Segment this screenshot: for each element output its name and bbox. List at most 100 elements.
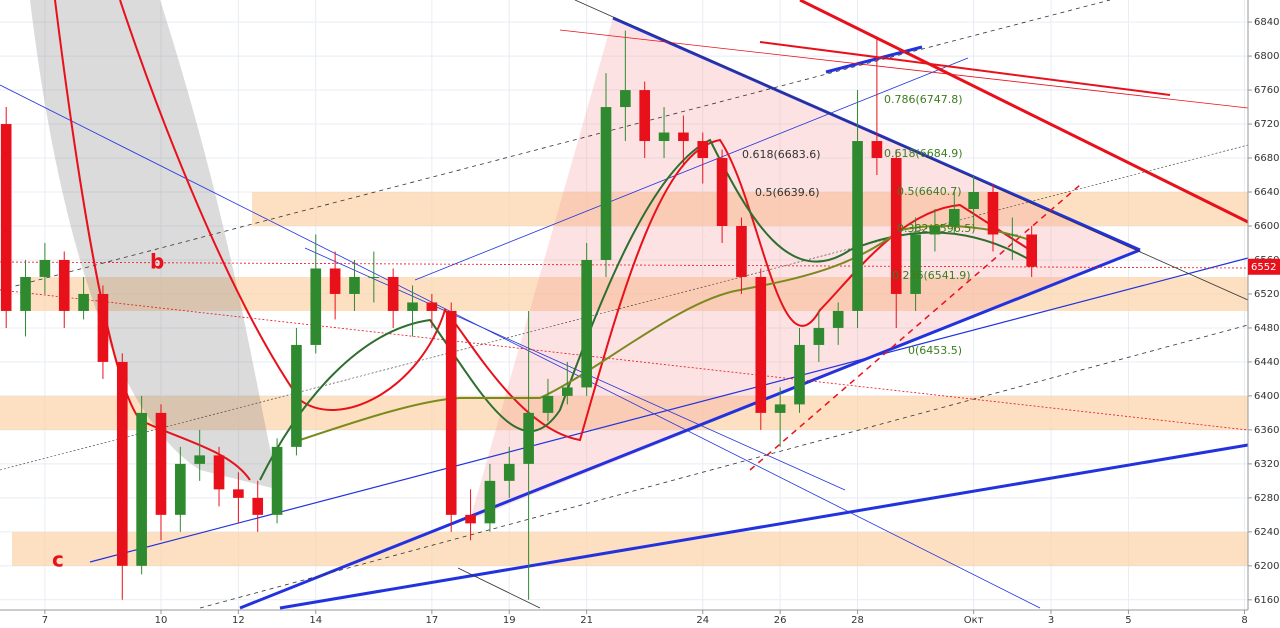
fib-label: 0.5(6640.7) <box>897 185 962 198</box>
candle-body <box>426 302 438 311</box>
triangle <box>470 18 1140 520</box>
y-tick-label: 6440 <box>1254 357 1279 368</box>
candle-body <box>581 259 592 388</box>
candle-body <box>620 90 631 108</box>
candle-body <box>484 480 496 524</box>
candle-body <box>329 268 341 294</box>
y-tick-label: 6400 <box>1254 391 1279 402</box>
candle-body <box>58 259 70 311</box>
trend-line <box>89 257 1249 563</box>
candle-body <box>600 107 612 260</box>
candle-body <box>116 361 128 566</box>
candle-body <box>465 514 476 524</box>
y-tick-label: 6760 <box>1254 85 1279 96</box>
candle-body <box>948 208 960 226</box>
y-tick-label: 6800 <box>1254 51 1279 62</box>
candle-body <box>136 412 147 566</box>
fib-label: 0.786(6747.8) <box>884 93 963 106</box>
annotations: 0.618(6683.6) 0.5(6639.6) 0.786(6747.8) … <box>52 93 976 572</box>
candle-body <box>542 395 554 413</box>
price-line <box>0 261 1249 269</box>
x-tick-label: 5 <box>1125 615 1131 626</box>
x-tick-label: 19 <box>503 615 516 626</box>
fib-label: 0.236(6541.9) <box>892 269 971 282</box>
fib-label: 0.5(6639.6) <box>755 186 820 199</box>
candle-body <box>213 455 225 490</box>
channel-line <box>199 324 1249 609</box>
candle-body <box>561 387 573 396</box>
wave-label: c <box>52 548 64 572</box>
candle-body <box>252 497 264 515</box>
candle-body <box>987 192 999 235</box>
x-tick-label: 28 <box>851 615 864 626</box>
channel-line <box>0 144 1249 471</box>
candle-body <box>871 141 883 159</box>
x-tick-label: 24 <box>696 615 709 626</box>
fib-label: 0.618(6683.6) <box>742 148 821 161</box>
candle-body <box>194 455 206 464</box>
y-tick-label: 6480 <box>1254 323 1279 334</box>
y-tick-label: 6520 <box>1254 289 1279 300</box>
candle-body <box>910 234 921 294</box>
x-tick-label: Окт <box>964 615 984 626</box>
candle-body <box>697 141 709 159</box>
candle-body <box>678 132 689 142</box>
candle-body <box>310 268 322 345</box>
candle-body <box>0 124 12 311</box>
indicator-line <box>119 0 1031 442</box>
trend-line <box>749 184 1081 471</box>
candle-body <box>968 192 979 209</box>
candle-body <box>445 310 457 515</box>
channel-line <box>574 0 1249 301</box>
y-tick-label: 6720 <box>1254 119 1279 130</box>
trend-line <box>799 0 1249 224</box>
x-tick-label: 17 <box>425 615 438 626</box>
trend-line <box>0 84 1041 609</box>
candle-body <box>97 293 109 362</box>
trend-line <box>239 248 1141 610</box>
x-tick-label: 3 <box>1048 615 1054 626</box>
y-tick-label: 6600 <box>1254 221 1279 232</box>
trend-line <box>0 289 1249 431</box>
candle-body <box>736 225 747 277</box>
y-tick-label: 6160 <box>1254 595 1279 606</box>
y-tick-label: 6640 <box>1254 187 1279 198</box>
price-axis <box>1248 0 1280 628</box>
candle-body <box>755 276 767 413</box>
candle-body <box>658 132 670 142</box>
channel-line <box>457 567 541 609</box>
x-tick-label: 10 <box>155 615 168 626</box>
fib-label: 0.618(6684.9) <box>884 147 963 160</box>
x-tick-label: 12 <box>232 615 245 626</box>
candle-body <box>813 327 825 345</box>
y-tick-label: 6680 <box>1254 153 1279 164</box>
price-tag <box>1248 258 1280 275</box>
candle-body <box>929 225 941 235</box>
trend-line <box>279 443 1249 610</box>
x-tick-label: 8 <box>1241 615 1247 626</box>
candle-body <box>1007 234 1018 236</box>
candle-body <box>774 404 786 413</box>
candle-body <box>716 158 728 226</box>
candle-body <box>349 276 360 294</box>
candle-body <box>407 302 418 311</box>
price-tag-label: 6552 <box>1251 262 1276 273</box>
y-tick-label: 6320 <box>1254 459 1279 470</box>
x-tick-label: 7 <box>42 615 48 626</box>
drawings <box>0 0 1249 610</box>
fib-label: 0(6453.5) <box>908 344 962 357</box>
candle-body <box>639 90 651 142</box>
x-tick-label: 26 <box>774 615 787 626</box>
wave-label: b <box>150 250 164 274</box>
y-tick-label: 6840 <box>1254 17 1279 28</box>
y-tick-label: 6360 <box>1254 425 1279 436</box>
indicator-line <box>259 138 1031 481</box>
candles <box>0 30 1038 600</box>
trend-line <box>559 29 1249 109</box>
trend-line <box>414 57 969 281</box>
y-tick-label: 6240 <box>1254 527 1279 538</box>
candle-body <box>852 141 863 311</box>
candle-body <box>523 412 534 464</box>
x-tick-label: 14 <box>309 615 322 626</box>
candle-body <box>233 489 244 498</box>
